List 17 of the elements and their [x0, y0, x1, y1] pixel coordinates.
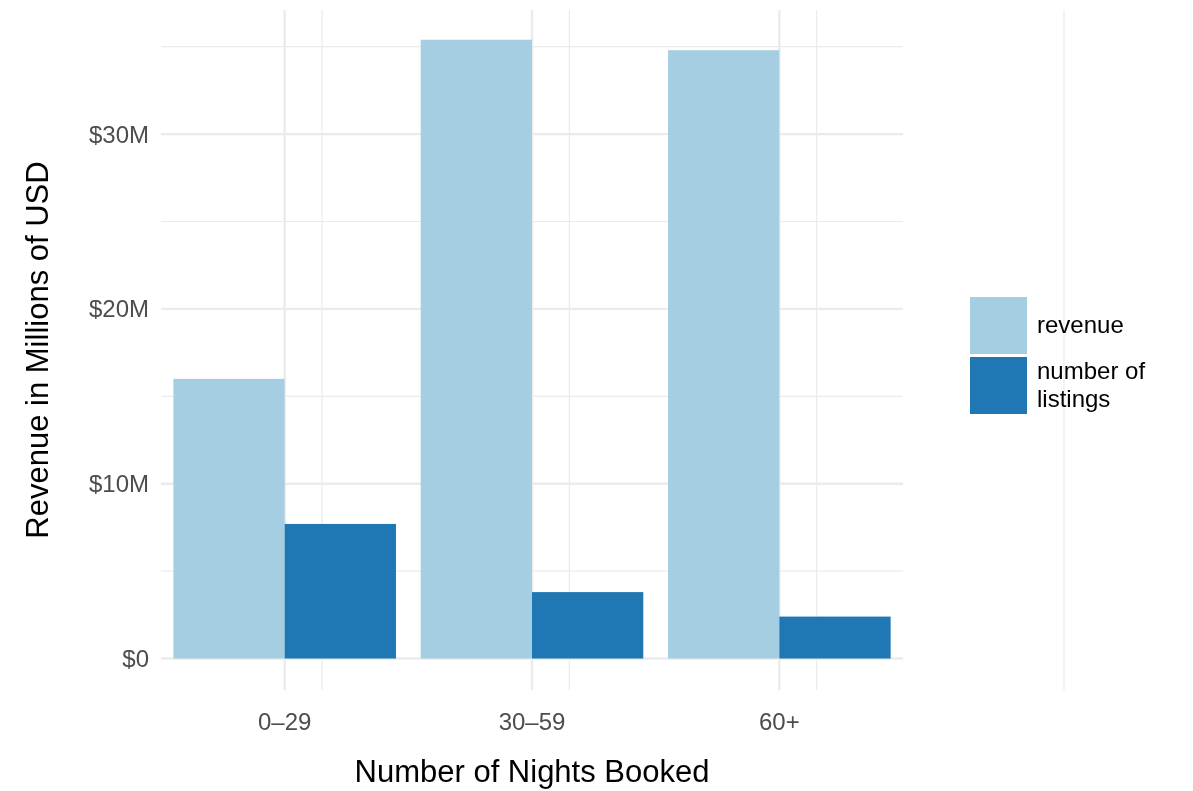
y-tick-label: $10M [88, 470, 149, 498]
legend-label: revenue [1037, 311, 1124, 339]
x-tick-label: 30–59 [498, 708, 566, 735]
x-tick-label: 60+ [758, 708, 800, 735]
y-axis-title: Revenue in Millions of USD [20, 161, 55, 539]
bar [668, 50, 780, 659]
bar [284, 523, 396, 659]
x-axis-title: Number of Nights Booked [354, 754, 710, 789]
x-tick-label: 0–29 [257, 708, 312, 735]
bar [420, 39, 532, 659]
y-tick-label: $30M [88, 120, 149, 148]
y-tick-label: $0 [122, 644, 149, 672]
y-tick-label: $20M [88, 295, 149, 323]
legend-label: number of listings [1037, 357, 1146, 412]
bar [532, 592, 644, 659]
bar [173, 378, 285, 659]
bar [779, 616, 891, 659]
